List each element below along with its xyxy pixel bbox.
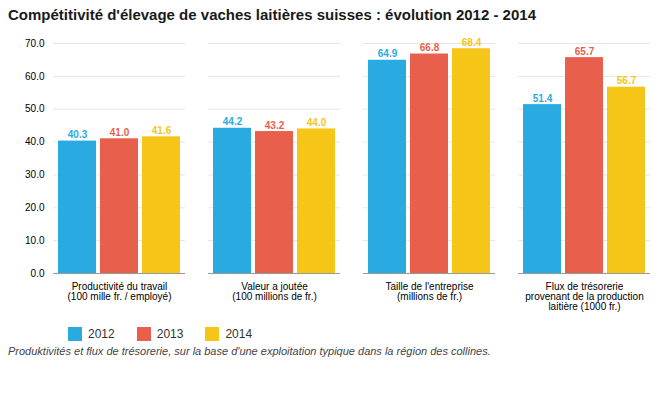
html-text:Produktivités et flux de tréso: Produktivités et flux de trésorerie, sur… bbox=[8, 345, 491, 357]
svg-text:40.0: 40.0 bbox=[25, 136, 45, 147]
html-text:2013: 2013 bbox=[156, 327, 184, 341]
svg-text:41.6: 41.6 bbox=[152, 125, 172, 136]
svg-text:65.7: 65.7 bbox=[575, 46, 595, 57]
svg-text:30.0: 30.0 bbox=[25, 169, 45, 180]
svg-text:70.0: 70.0 bbox=[25, 38, 45, 49]
svg-text:10.0: 10.0 bbox=[25, 235, 45, 246]
svg-text:20.0: 20.0 bbox=[25, 202, 45, 213]
html-text:2012: 2012 bbox=[88, 327, 115, 341]
svg-text:44.0: 44.0 bbox=[307, 117, 327, 128]
svg-text:60.0: 60.0 bbox=[25, 71, 45, 82]
svg-text:68.4: 68.4 bbox=[462, 37, 482, 48]
svg-text:0.0: 0.0 bbox=[31, 268, 45, 279]
svg-text:50.0: 50.0 bbox=[25, 103, 45, 114]
svg-text:Flux de trésorerieprovenant de: Flux de trésorerieprovenant de la produc… bbox=[525, 281, 643, 312]
svg-text:Productivité du travail(100 mi: Productivité du travail(100 mille fr. / … bbox=[68, 281, 172, 302]
svg-text:56.7: 56.7 bbox=[617, 75, 637, 86]
svg-text:51.4: 51.4 bbox=[533, 93, 553, 104]
svg-text:66.8: 66.8 bbox=[420, 42, 440, 53]
svg-text:40.3: 40.3 bbox=[68, 129, 88, 140]
svg-text:Valeur a joutée(100 millions d: Valeur a joutée(100 millions de fr.) bbox=[232, 281, 316, 302]
svg-text:44.2: 44.2 bbox=[223, 116, 243, 127]
html-text:Compétitivité d'élevage de vac: Compétitivité d'élevage de vaches laitiè… bbox=[8, 6, 536, 23]
html-text:2014: 2014 bbox=[225, 327, 253, 341]
svg-text:64.9: 64.9 bbox=[378, 48, 398, 59]
svg-text:43.2: 43.2 bbox=[265, 120, 285, 131]
svg-text:41.0: 41.0 bbox=[110, 127, 130, 138]
svg-text:Taille de l'entreprise(million: Taille de l'entreprise(millions de fr.) bbox=[385, 281, 474, 302]
